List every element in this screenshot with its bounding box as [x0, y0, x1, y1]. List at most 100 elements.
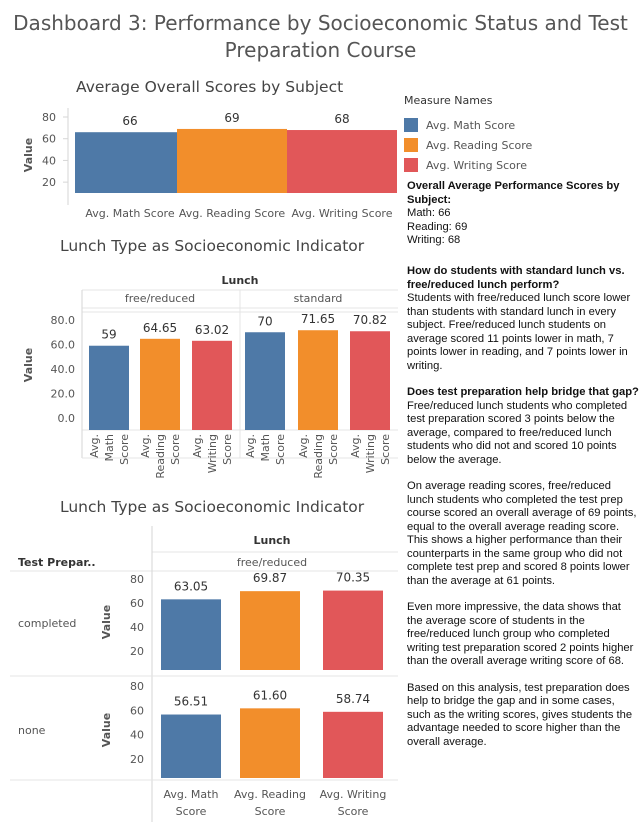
- legend-title: Measure Names: [404, 94, 493, 107]
- chart3-bar-completed-writing: [323, 590, 383, 670]
- chart1-ytick: 20: [42, 176, 56, 189]
- q1-heading: How do students with standard lunch vs. …: [407, 265, 625, 291]
- chart3-row-label-completed: completed: [18, 617, 76, 630]
- chart1-bar-label-writing: 68: [334, 112, 349, 126]
- chart1-bar-label-math: 66: [122, 114, 137, 128]
- q1-text: Students with free/reduced lunch score l…: [407, 292, 631, 372]
- chart2-xtick-word: Avg.: [191, 434, 204, 458]
- chart3-ylabel: Value: [100, 713, 113, 747]
- chart2-xtick-word: Avg.: [244, 434, 257, 458]
- chart2-ytick: 60.0: [51, 339, 76, 352]
- chart2-xtick-word: Avg.: [139, 434, 152, 458]
- chart2-xtick-word: Reading: [312, 434, 325, 479]
- chart3-bar-none-writing: [323, 711, 383, 778]
- chart1-ylabel: Value: [22, 138, 35, 172]
- overall-line-writing: Writing: 68: [407, 234, 461, 246]
- chart3-title: Lunch Type as Socioeconomic Indicator: [60, 498, 365, 516]
- chart2-xtick-word: Avg.: [349, 434, 362, 458]
- overall-line-reading: Reading: 69: [407, 220, 468, 233]
- chart3-ytick: 80: [130, 573, 144, 586]
- chart2-xtick-word: Reading: [154, 434, 167, 479]
- chart3-bar-label-completed-math: 63.05: [174, 579, 208, 593]
- chart2-xtick-word: Math: [103, 434, 116, 462]
- chart3-ytick: 40: [130, 621, 144, 634]
- chart2-bar-label-standard-math: 70: [257, 314, 272, 328]
- legend-label-writing: Avg. Writing Score: [426, 158, 527, 172]
- chart3-ytick: 60: [130, 704, 144, 717]
- chart3-xtick-math: Avg. Math: [164, 788, 219, 801]
- chart3-bar-label-none-math: 56.51: [174, 695, 208, 709]
- chart2-xtick-word: Score: [221, 434, 234, 465]
- chart2-bar-standard-math: [245, 332, 285, 430]
- overall-line-math: Math: 66: [407, 207, 451, 219]
- chart2-xtick-word: Score: [327, 434, 340, 465]
- paragraph-5: Based on this analysis, test preparation…: [407, 681, 633, 748]
- chart3-ylabel: Value: [100, 605, 113, 639]
- chart3-bar-label-none-reading: 61.60: [253, 688, 287, 702]
- legend-item-writing[interactable]: Avg. Writing Score: [404, 155, 532, 175]
- chart1-xtick-writing: Avg. Writing Score: [292, 207, 393, 220]
- chart2-ylabel: Value: [22, 348, 35, 382]
- page-title: Dashboard 3: Performance by Socioeconomi…: [13, 11, 628, 62]
- chart1-ytick: 80: [42, 111, 56, 124]
- chart3-column-value: free/reduced: [237, 556, 307, 569]
- chart2-bar-label-free-reduced-reading: 64.65: [143, 321, 177, 335]
- chart3-bar-none-reading: [240, 708, 300, 778]
- chart2-ytick: 80.0: [51, 314, 76, 327]
- chart2-xtick-word: Writing: [364, 434, 377, 473]
- chart1-ytick: 40: [42, 154, 56, 167]
- summary-overall: Overall Average Performance Scores by Su…: [407, 180, 639, 248]
- chart1-title: Average Overall Scores by Subject: [76, 78, 344, 96]
- chart2-bar-label-free-reduced-math: 59: [101, 328, 116, 342]
- chart3-row-header: Test Prepar..: [18, 556, 96, 569]
- chart2-panel-name-standard: standard: [294, 292, 343, 305]
- paragraph-4: Even more impressive, the data shows tha…: [407, 601, 634, 667]
- chart3-column-header: Lunch: [253, 534, 290, 547]
- chart3-bar-none-math: [161, 714, 221, 778]
- chart3-bar-label-none-writing: 58.74: [336, 692, 370, 706]
- chart3-bar-label-completed-reading: 69.87: [253, 571, 287, 585]
- legend-swatch-math: [404, 118, 418, 132]
- chart3-ytick: 60: [130, 597, 144, 610]
- legend-swatch-writing: [404, 158, 418, 172]
- chart3-ytick: 20: [130, 753, 144, 766]
- chart2-xtick-word: Avg.: [88, 434, 101, 458]
- chart1-bar-reading: [177, 128, 287, 193]
- chart2-bar-free-reduced-math: [89, 345, 129, 430]
- chart3-xtick-writing: Score: [338, 805, 369, 818]
- q2-text: Free/reduced lunch students who complete…: [407, 399, 628, 466]
- legend-swatch-reading: [404, 138, 418, 152]
- chart2-bar-standard-writing: [350, 331, 390, 430]
- chart3-xtick-reading: Score: [255, 805, 286, 818]
- chart2-bar-free-reduced-writing: [192, 340, 232, 430]
- chart1-xtick-reading: Avg. Reading Score: [179, 207, 286, 220]
- legend: Measure Names Avg. Math Score Avg. Readi…: [404, 94, 532, 175]
- chart2-xtick-word: Score: [274, 434, 287, 465]
- q2-heading: Does test preparation help bridge that g…: [407, 386, 639, 398]
- legend-label-math: Avg. Math Score: [426, 118, 516, 132]
- chart1-ytick: 60: [42, 133, 56, 146]
- chart1-xtick-math: Avg. Math Score: [85, 207, 174, 220]
- chart3-xtick-writing: Avg. Writing: [320, 788, 387, 801]
- chart2-bar-label-free-reduced-writing: 63.02: [195, 323, 229, 337]
- chart3-xtick-math: Score: [176, 805, 207, 818]
- chart3-ytick: 40: [130, 729, 144, 742]
- chart2-column-header: Lunch: [221, 274, 258, 287]
- chart1-bar-math: [75, 132, 185, 193]
- chart1-bar-writing: [287, 130, 397, 193]
- chart2-xtick-word: Score: [379, 434, 392, 465]
- overall-heading: Overall Average Performance Scores by Su…: [407, 180, 620, 206]
- analysis-text: How do students with standard lunch vs. …: [407, 265, 639, 749]
- paragraph-3: On average reading scores, free/reduced …: [407, 480, 637, 587]
- legend-item-reading[interactable]: Avg. Reading Score: [404, 135, 532, 155]
- chart2-bar-free-reduced-reading: [140, 338, 180, 430]
- chart2-xtick-word: Writing: [206, 434, 219, 473]
- chart3-bar-completed-math: [161, 599, 221, 670]
- chart2-ytick: 20.0: [51, 388, 76, 401]
- charts-canvas: 20 40 60 80 Value 66 Avg. Math Score 69 Avg. Rea…: [10, 108, 398, 822]
- chart3-ytick: 20: [130, 645, 144, 658]
- chart3-row-label-none: none: [18, 724, 46, 737]
- legend-item-math[interactable]: Avg. Math Score: [404, 115, 532, 135]
- chart2-xtick-word: Avg.: [297, 434, 310, 458]
- chart2-title: Lunch Type as Socioeconomic Indicator: [60, 237, 365, 255]
